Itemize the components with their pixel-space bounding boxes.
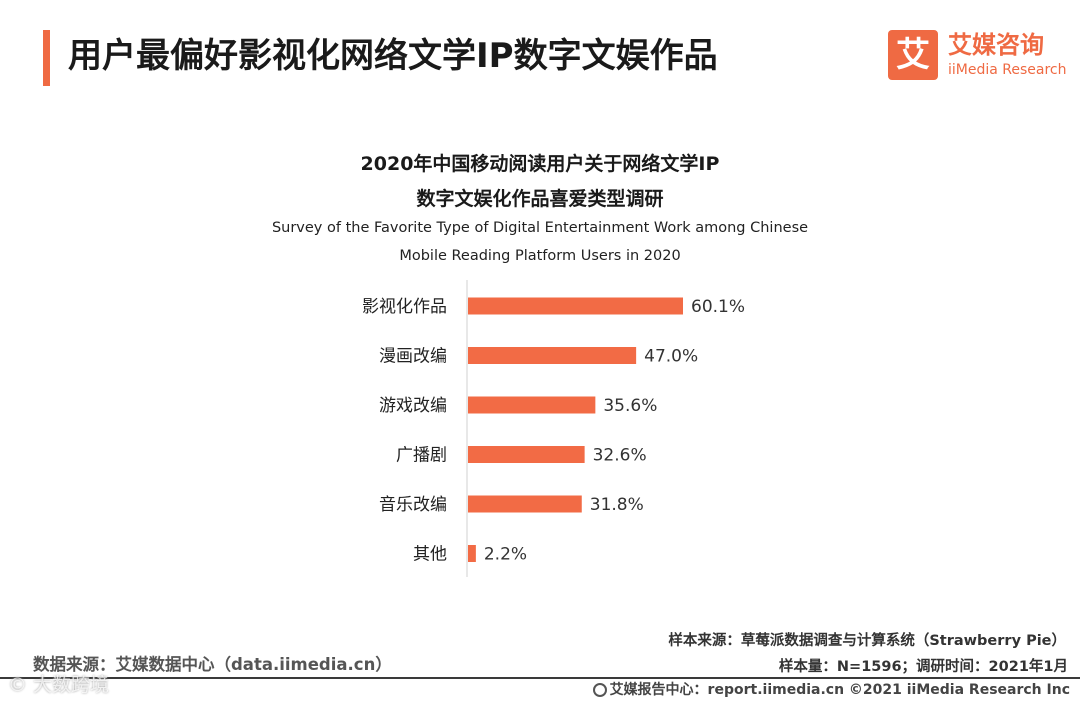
value-label: 32.6%	[593, 446, 647, 466]
category-label: 音乐改编	[379, 495, 447, 515]
sample-source: 样本来源：草莓派数据调查与计算系统（Strawberry Pie）	[668, 633, 1066, 649]
chart-title-cn-line2: 数字文娱化作品喜爱类型调研	[416, 188, 664, 210]
bar	[468, 545, 476, 562]
globe-icon	[592, 683, 607, 697]
bar	[468, 347, 637, 364]
value-label: 47.0%	[644, 347, 698, 367]
value-label: 31.8%	[590, 495, 644, 515]
bar	[468, 396, 596, 414]
chart-title-en-line1: Survey of the Favorite Type of Digital E…	[271, 220, 809, 236]
report-center-bar: 艾媒报告中心：report.iimedia.cn ©2021 iiMedia R…	[592, 679, 1070, 699]
category-label: 广播剧	[396, 446, 447, 466]
footer-divider	[0, 677, 1080, 679]
report-center-text: 艾媒报告中心：report.iimedia.cn ©2021 iiMedia R…	[609, 682, 1070, 698]
value-label: 60.1%	[691, 297, 745, 317]
category-label: 影视化作品	[362, 297, 447, 317]
sample-info: 样本量：N=1596；调研时间：2021年1月	[778, 659, 1068, 675]
bar	[468, 495, 582, 513]
category-label: 游戏改编	[379, 396, 447, 416]
watermark: © 大数跨境	[8, 674, 110, 696]
logo-mark: 艾	[888, 30, 938, 80]
logo-en-text: iiMedia Research	[948, 62, 1067, 78]
chart-title-cn-line1: 2020年中国移动阅读用户关于网络文学IP	[360, 153, 720, 175]
value-label: 2.2%	[484, 545, 527, 565]
chart-title-en-line2: Mobile Reading Platform Users in 2020	[399, 248, 681, 264]
value-label: 35.6%	[603, 396, 657, 416]
title-accent-bar	[43, 30, 50, 86]
page-title: 用户最偏好影视化网络文学IP数字文娱作品	[68, 36, 718, 76]
bar	[468, 446, 585, 463]
iimedia-logo: 艾 艾媒咨询 iiMedia Research	[888, 30, 1067, 82]
bar-chart: 影视化作品 60.1% 漫画改编 47.0% 游戏改编 35.6% 广播剧 32.6% 音乐改编…	[362, 280, 745, 577]
category-label: 漫画改编	[379, 347, 447, 367]
logo-cn-text: 艾媒咨询	[948, 31, 1044, 59]
category-label: 其他	[413, 545, 447, 565]
bar	[468, 297, 683, 315]
data-source: 数据来源：艾媒数据中心（data.iimedia.cn）	[33, 655, 392, 674]
